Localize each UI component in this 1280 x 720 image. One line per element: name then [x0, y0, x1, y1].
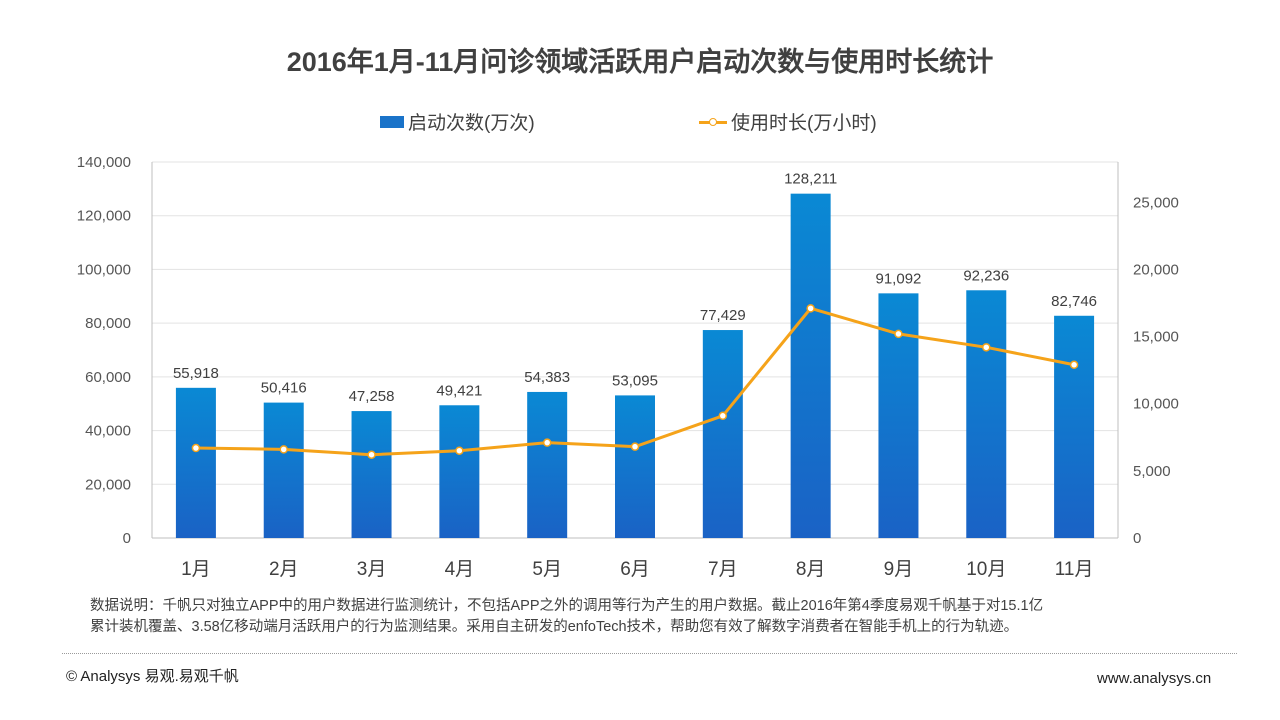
bar — [527, 391, 568, 538]
legend-label-duration: 使用时长(万小时) — [731, 113, 877, 134]
legend-label-launches: 启动次数(万次) — [408, 113, 535, 134]
data-note-line-1: 数据说明：千帆只对独立APP中的用户数据进行监测统计，不包括APP之外的调用等行… — [90, 598, 1044, 614]
bar-data-label: 50,416 — [261, 380, 307, 397]
x-tick-label: 4月 — [445, 559, 475, 580]
legend-item-duration: 使用时长(万小时) — [699, 108, 877, 135]
line-point — [542, 438, 552, 447]
bar-data-label: 92,236 — [963, 267, 1009, 284]
bar-data-label: 82,746 — [1051, 293, 1097, 310]
bar-data-label: 128,211 — [784, 171, 837, 188]
bar — [439, 405, 480, 538]
footer-website[interactable]: www.analysys.cn — [1097, 670, 1212, 687]
bar-data-label: 77,429 — [700, 307, 746, 324]
line-point — [279, 445, 288, 454]
line-point — [982, 343, 991, 352]
data-note: 数据说明：千帆只对独立APP中的用户数据进行监测统计，不包括APP之外的调用等行… — [90, 596, 1190, 638]
bar — [351, 411, 392, 538]
bar-data-label: 91,092 — [876, 270, 922, 287]
bar — [790, 193, 831, 539]
x-tick-label: 6月 — [620, 559, 650, 580]
x-tick-label: 11月 — [1055, 559, 1094, 580]
y-left-tick-label: 100,000 — [77, 261, 131, 278]
bar — [175, 387, 216, 538]
chart-legend: 启动次数(万次) 使用时长(万小时) — [0, 108, 1280, 138]
y-right-tick-label: 10,000 — [1133, 396, 1179, 413]
footer-copyright: © Analysys 易观.易观千帆 — [66, 668, 239, 685]
y-right-tick-label: 5,000 — [1133, 463, 1171, 480]
y-right-tick-label: 25,000 — [1133, 194, 1179, 211]
line-point — [1069, 360, 1079, 370]
x-tick-label: 7月 — [708, 559, 738, 580]
bar-data-label: 55,918 — [173, 365, 219, 382]
y-left-tick-label: 60,000 — [85, 369, 131, 386]
x-tick-label: 3月 — [357, 559, 387, 580]
line-point — [718, 411, 728, 421]
combo-chart: 0 20,000 40,000 60,000 80,000 100,000 120,000 1… — [77, 154, 1179, 580]
y-left-tick-label: 120,000 — [77, 208, 131, 225]
bar — [615, 395, 655, 538]
footer-divider — [62, 653, 1237, 654]
y-right-tick-label: 0 — [1133, 530, 1141, 547]
chart-title: 2016年1月-11月问诊领域活跃用户启动次数与使用时长统计 — [286, 47, 994, 77]
y-left-tick-label: 0 — [123, 530, 131, 547]
bar — [263, 402, 304, 538]
bar — [1054, 315, 1095, 538]
legend-item-launches: 启动次数(万次) — [380, 108, 535, 135]
legend-line-swatch — [699, 116, 727, 128]
x-tick-label: 10月 — [966, 559, 1006, 580]
x-tick-label: 1月 — [181, 559, 211, 580]
bar — [966, 290, 1007, 538]
y-right-tick-label: 20,000 — [1133, 261, 1179, 278]
y-left-tick-label: 20,000 — [85, 476, 131, 493]
line-point — [367, 450, 376, 459]
y-left-tick-label: 140,000 — [77, 154, 131, 171]
y-left-tick-label: 40,000 — [85, 423, 131, 440]
data-note-line-2: 累计装机覆盖、3.58亿移动端月活跃用户的行为监测结果。采用自主研发的enfoT… — [90, 619, 1019, 635]
legend-bar-swatch — [380, 115, 404, 128]
line-point — [806, 304, 815, 313]
x-tick-label: 5月 — [532, 559, 562, 580]
y-left-tick-label: 80,000 — [85, 315, 131, 332]
bar-data-label: 53,095 — [612, 372, 658, 389]
y-right-tick-label: 15,000 — [1133, 329, 1179, 346]
x-tick-label: 9月 — [884, 559, 914, 580]
bar — [702, 330, 743, 538]
bar-data-label: 47,258 — [349, 388, 395, 405]
line-point — [455, 446, 464, 455]
bar-data-label: 49,421 — [436, 382, 482, 399]
x-tick-label: 8月 — [796, 559, 826, 580]
line-point — [191, 443, 201, 453]
line-point — [630, 442, 640, 451]
bar-data-label: 54,383 — [524, 369, 570, 386]
x-tick-label: 2月 — [269, 559, 299, 580]
line-point — [894, 329, 903, 339]
